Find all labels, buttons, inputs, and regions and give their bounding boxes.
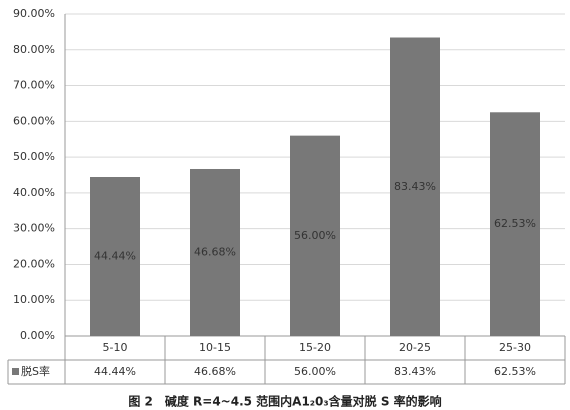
y-tick-label: 30.00% [13,222,55,235]
x-tick-label: 5-10 [103,341,128,354]
y-tick-label: 70.00% [13,79,55,92]
bar [490,112,540,336]
table-value: 46.68% [194,365,236,378]
bar [290,135,340,336]
data-label: 44.44% [94,250,136,263]
legend-swatch [12,368,19,375]
y-tick-label: 60.00% [13,114,55,127]
x-tick-label: 20-25 [399,341,431,354]
bar [390,37,440,336]
y-tick-label: 50.00% [13,150,55,163]
data-label: 46.68% [194,245,236,258]
y-tick-label: 10.00% [13,293,55,306]
x-tick-label: 25-30 [499,341,531,354]
bar [90,177,140,336]
y-tick-label: 80.00% [13,43,55,56]
y-tick-label: 40.00% [13,186,55,199]
data-label: 56.00% [294,229,336,242]
table-value: 56.00% [294,365,336,378]
y-tick-label: 20.00% [13,257,55,270]
bar [190,168,240,336]
table-value: 83.43% [394,365,436,378]
data-label: 62.53% [494,217,536,230]
y-tick-label: 90.00% [13,7,55,20]
data-label: 83.43% [394,180,436,193]
caption: 图 2 碱度 R=4~4.5 范围内A1₂0₃含量对脱 S 率的影响 [128,394,441,409]
legend-label: 脱S率 [21,364,50,378]
x-tick-label: 10-15 [199,341,231,354]
table-value: 62.53% [494,365,536,378]
table-value: 44.44% [94,365,136,378]
y-tick-label: 0.00% [20,329,55,342]
x-tick-label: 15-20 [299,341,331,354]
